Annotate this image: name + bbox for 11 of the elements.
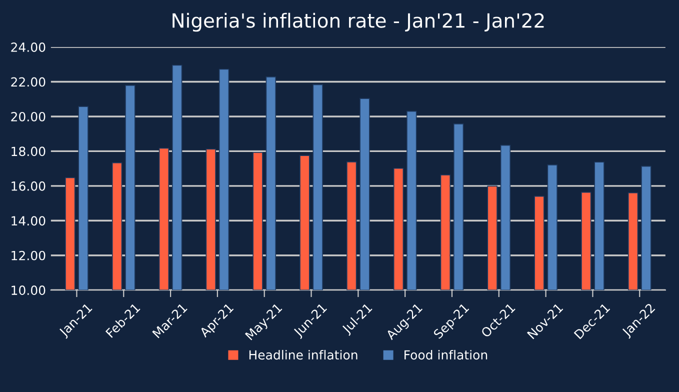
legend-label: Headline inflation [249, 350, 358, 360]
chart-title: Nigeria's inflation rate - Jan'21 - Jan'22 [172, 12, 544, 32]
y-tick-label: 20.00 [11, 112, 46, 122]
y-tick-label: 10.00 [12, 286, 46, 296]
y-tick-label: 16.00 [12, 181, 46, 191]
y-tick-label: 12.00 [12, 250, 46, 260]
y-tick-label: 24.00 [11, 42, 46, 52]
legend-label: Food inflation [404, 350, 488, 360]
y-tick-label: 14.00 [12, 216, 46, 226]
y-tick-label: 22.00 [11, 77, 46, 87]
y-tick-label: 18.00 [12, 146, 46, 156]
